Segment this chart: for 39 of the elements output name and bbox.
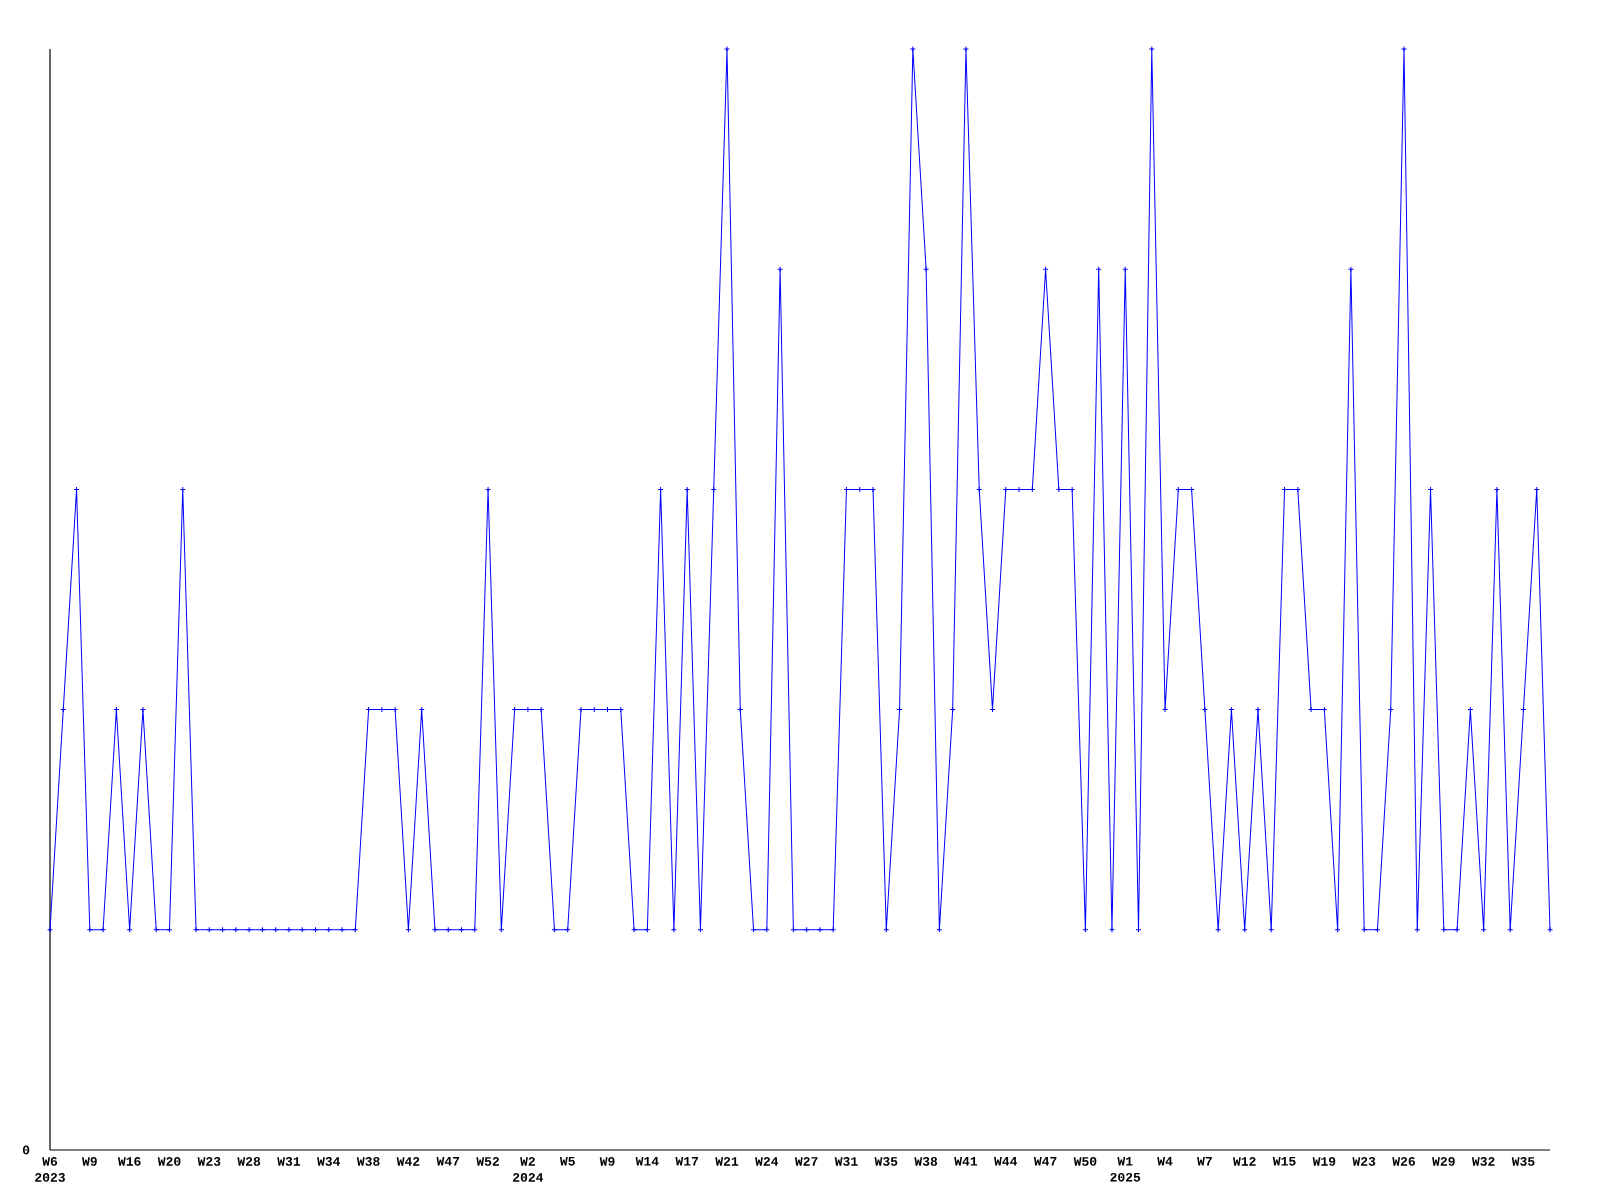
x-tick-label: W41	[954, 1157, 978, 1166]
x-tick-label: W42	[396, 1157, 420, 1166]
x-tick-label: W6 2023	[35, 1157, 65, 1182]
x-tick-label: W17	[675, 1157, 698, 1166]
text: 0	[22, 1145, 30, 1155]
x-tick-label: W14	[635, 1157, 659, 1166]
x-tick-label: W20	[157, 1157, 181, 1166]
x-tick-label: W50	[1073, 1157, 1097, 1166]
x-tick-label: W15	[1272, 1157, 1296, 1166]
x-tick-label: W9	[599, 1157, 615, 1166]
x-tick-label: W28	[237, 1157, 261, 1166]
x-tick-label: W34	[317, 1157, 341, 1166]
x-tick-label: W19	[1312, 1157, 1336, 1166]
x-tick-label: W47	[1033, 1157, 1057, 1166]
x-tick-label: W23	[1352, 1157, 1376, 1166]
x-tick-label: W21	[715, 1157, 739, 1166]
x-tick-label: W35	[1511, 1157, 1535, 1166]
x-tick-label: W16	[117, 1157, 141, 1166]
x-tick-label: W27	[794, 1157, 818, 1166]
x-tick-label: W32	[1471, 1157, 1495, 1166]
x-tick-label: W44	[994, 1157, 1018, 1166]
x-tick-label: W52	[476, 1157, 499, 1166]
x-tick-label: W24	[755, 1157, 779, 1166]
x-tick-label: W29	[1432, 1157, 1455, 1166]
x-tick-label: W26	[1392, 1157, 1415, 1166]
x-tick-label: W23	[197, 1157, 221, 1166]
x-tick-label: W47	[436, 1157, 460, 1166]
x-tick-label: W35	[874, 1157, 898, 1166]
x-tick-label: W38	[356, 1157, 380, 1166]
x-tick-label: W1 2025	[1110, 1157, 1141, 1182]
x-tick-label: W31	[277, 1157, 301, 1166]
x-tick-label: W7	[1197, 1157, 1212, 1166]
x-tick-label: W2 2024	[513, 1157, 544, 1182]
x-tick-label: W4	[1157, 1157, 1173, 1166]
x-tick-label: W9	[82, 1157, 97, 1166]
x-tick-label: W5	[559, 1157, 575, 1166]
x-tick-label: W31	[834, 1157, 858, 1166]
x-tick-label: W38	[914, 1157, 938, 1166]
x-tick-label: W12	[1233, 1157, 1256, 1166]
